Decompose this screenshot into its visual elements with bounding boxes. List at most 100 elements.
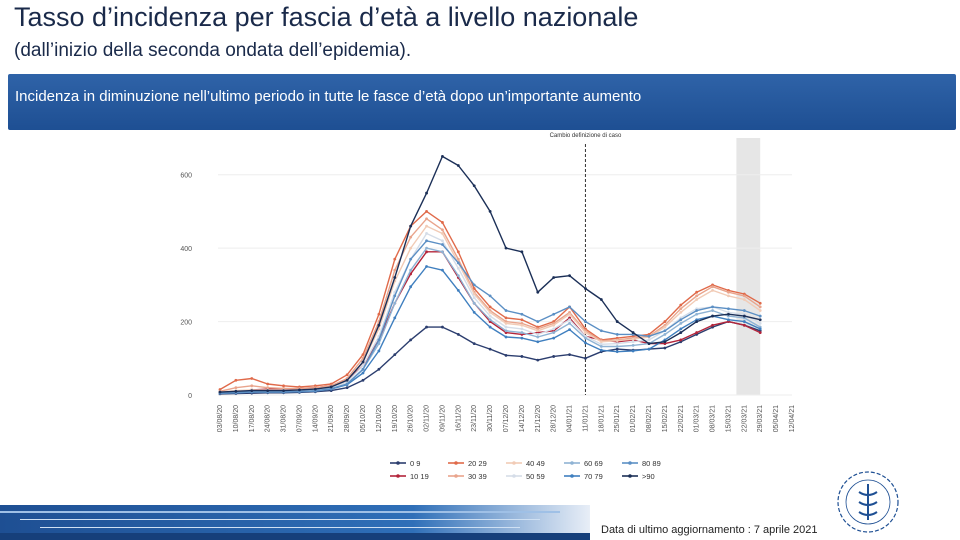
x-tick-label: 15/03/21 [725,405,732,432]
data-point [441,154,444,158]
x-tick-label: 12/10/20 [376,405,383,432]
legend-entry: 60 69 [584,459,603,468]
x-tick-label: 28/12/20 [551,405,558,432]
data-point [695,298,699,301]
data-point [758,331,762,334]
data-point [615,347,619,351]
data-point [393,257,397,261]
data-point [504,325,508,329]
data-point [266,382,270,386]
legend-entry: 40 49 [526,459,545,468]
legend-swatch-dot [512,461,516,465]
data-point [520,331,524,334]
data-point [456,261,460,265]
data-point [488,310,492,314]
data-point [472,184,476,188]
data-point [472,296,476,300]
data-point [472,283,476,287]
data-point [679,338,683,342]
data-point [425,191,428,195]
legend-swatch-dot [570,461,574,465]
x-tick-label: 23/11/20 [471,405,478,432]
data-point [472,292,476,296]
page-title: Tasso d’incidenza per fascia d’età a liv… [14,2,639,32]
data-point [298,388,301,392]
legend-entry: 0 9 [410,459,420,468]
data-point [758,327,762,331]
legend-entry: >90 [642,472,655,481]
data-point [727,294,730,298]
data-point [599,340,603,344]
x-tick-label: 07/09/20 [296,405,303,432]
y-tick-label: 0 [188,393,192,400]
data-point [584,336,587,340]
x-tick-label: 07/12/20 [503,405,510,432]
data-point [568,322,571,325]
legend-swatch-dot [396,474,400,478]
data-point [441,228,444,232]
data-point [456,257,460,261]
data-point [536,340,540,344]
legend-entry: 70 79 [584,472,603,481]
data-point [584,356,587,360]
data-point [758,301,762,305]
data-point [568,353,571,357]
data-point [615,350,619,354]
data-point [631,344,635,347]
data-point [441,221,444,224]
data-point [568,328,571,332]
data-point [393,268,397,272]
data-point [504,329,508,333]
data-point [552,312,556,316]
legend-swatch-dot [454,461,458,465]
summary-banner-text: Incidenza in diminuzione nell’ultimo per… [15,88,642,105]
data-point [409,257,413,261]
data-point [695,312,699,316]
data-point [647,334,651,338]
data-point [647,342,651,345]
data-point [727,290,730,294]
data-point [584,331,587,334]
data-point [488,318,492,322]
series-line-2 [219,210,761,391]
data-point [520,336,524,340]
data-point [504,322,508,325]
data-point [727,307,730,311]
data-point [250,384,254,388]
data-point [409,338,413,342]
data-point [679,322,683,325]
data-point [758,309,762,312]
data-point [742,314,746,318]
x-tick-label: 01/02/21 [630,405,637,432]
data-point [456,274,460,278]
data-point [742,323,746,327]
data-point [488,325,492,329]
data-point [599,345,603,348]
x-tick-label: 30/11/20 [487,405,494,432]
x-tick-label: 03/08/20 [217,405,224,432]
incidence-line-chart: 0 200 400 600 03/08/20 10/08/20 17/08/20 24/08/… [180,133,796,481]
data-point [282,389,285,392]
legend-swatch-dot [628,474,632,478]
y-tick-label: 600 [180,173,192,180]
legend-swatch-dot [454,474,458,478]
x-tick-label: 18/01/21 [598,405,605,432]
data-point [441,250,444,254]
data-point [536,320,540,323]
data-point [361,364,365,368]
x-tick-label: 21/12/20 [535,405,542,432]
data-point [520,323,524,327]
data-point [409,235,413,239]
data-point [584,320,587,323]
data-point [599,298,603,301]
data-point [313,387,317,391]
data-point [425,224,428,228]
data-point [361,371,365,375]
data-point [345,386,349,390]
data-point [758,318,762,322]
x-tick-label: 31/08/20 [281,405,288,432]
data-point [504,353,508,357]
data-point [742,309,746,312]
institute-seal-logo [837,471,899,533]
data-point [345,378,349,382]
